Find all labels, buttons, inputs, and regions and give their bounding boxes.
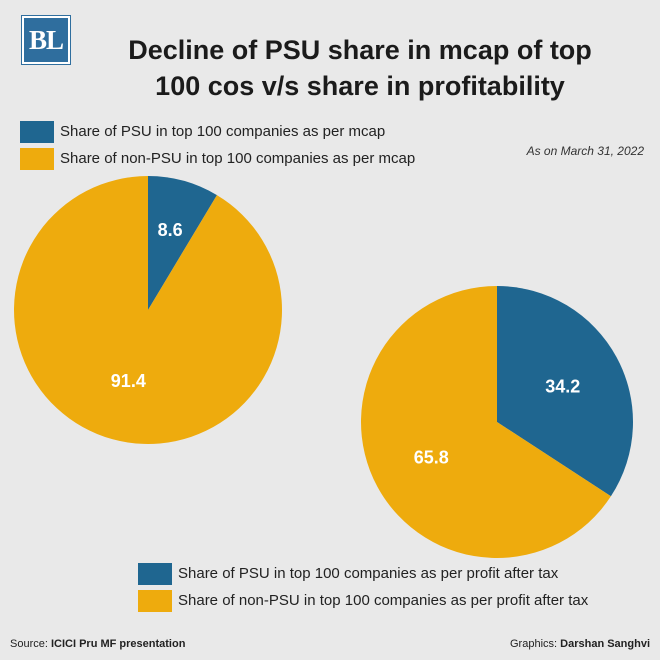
legend-label-non-psu-profit: Share of non-PSU in top 100 companies as… [178, 592, 589, 609]
pie-value-label-psu-profit: 34.2 [545, 376, 580, 396]
legend-label-non-psu-mcap: Share of non-PSU in top 100 companies as… [60, 150, 416, 167]
source-text: ICICI Pru MF presentation [50, 638, 186, 650]
graphics-credit: Graphics: Darshan Sanghvi [510, 638, 650, 650]
pie-value-label-non-psu-mcap: 91.4 [111, 371, 146, 391]
source-credit: Source: ICICI Pru MF presentation [10, 638, 185, 650]
graphics-text: Darshan Sanghvi [560, 638, 650, 650]
chart-title-line-2: 100 cos v/s share in profitability [155, 71, 565, 101]
legend-item-non-psu-mcap: Share of non-PSU in top 100 companies as… [20, 145, 415, 172]
pie-slice-psu-mcap [148, 176, 217, 310]
legend-swatch-non-psu [138, 589, 172, 612]
legend-item-non-psu-profit: Share of non-PSU in top 100 companies as… [138, 587, 588, 614]
pie-slice-non-psu-mcap [14, 176, 283, 444]
legend-mcap: Share of PSU in top 100 companies as per… [20, 118, 415, 172]
pie-slice-psu-profit [497, 286, 633, 497]
legend-item-psu-mcap: Share of PSU in top 100 companies as per… [20, 118, 415, 145]
legend-swatch-psu [20, 120, 54, 143]
legend-label-psu-profit: Share of PSU in top 100 companies as per… [178, 565, 559, 582]
pie-value-label-psu-mcap: 8.6 [158, 220, 183, 240]
source-prefix: Source: [10, 638, 51, 650]
as-of-date: As on March 31, 2022 [526, 144, 644, 158]
pie-slice-non-psu-profit [361, 286, 611, 558]
pie-value-label-non-psu-profit: 65.8 [414, 448, 449, 468]
chart-title-line-1: Decline of PSU share in mcap of top [128, 35, 592, 65]
legend-swatch-non-psu [20, 147, 54, 170]
graphics-prefix: Graphics: [510, 638, 561, 650]
legend-profit: Share of PSU in top 100 companies as per… [138, 560, 588, 614]
chart-title: Decline of PSU share in mcap of top 100 … [80, 32, 640, 104]
legend-label-psu-mcap: Share of PSU in top 100 companies as per… [60, 123, 386, 140]
legend-item-psu-profit: Share of PSU in top 100 companies as per… [138, 560, 588, 587]
bl-logo: BL [22, 16, 70, 64]
legend-swatch-psu [138, 562, 172, 585]
